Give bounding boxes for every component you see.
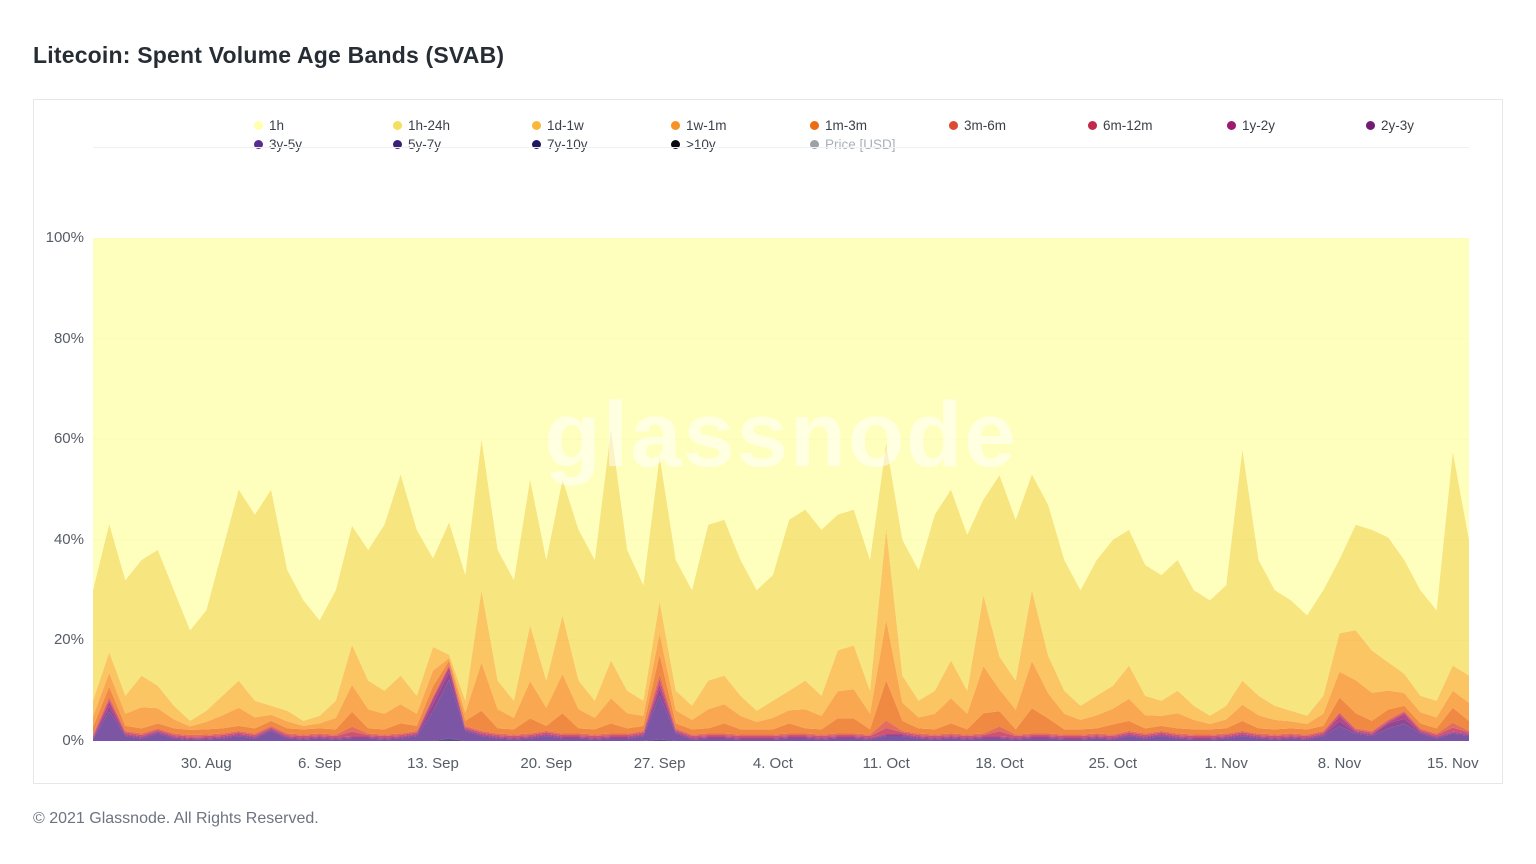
y-axis-label-40: 40% <box>53 530 84 548</box>
x-axis-label-30-aug: 30. Aug <box>180 755 232 772</box>
area-band-1w-1m[interactable] <box>93 619 1469 730</box>
page: Litecoin: Spent Volume Age Bands (SVAB) … <box>33 42 1503 827</box>
x-axis-label-27-sep: 27. Sep <box>633 755 686 772</box>
y-axis-label-80: 80% <box>53 329 84 347</box>
legend-label: 3m-6m <box>964 118 1007 133</box>
y-axis-label-20: 20% <box>53 631 84 649</box>
legend-item-5y-7y[interactable]: 5y-7y <box>393 135 532 154</box>
legend-dot-7y-10y <box>532 140 541 149</box>
legend-item-1h[interactable]: 1h <box>254 116 393 135</box>
x-axis-label-15-nov: 15. Nov <box>1426 755 1479 772</box>
legend-dot-3y-5y <box>254 140 263 149</box>
legend-item-price-usd[interactable]: Price [USD] <box>810 135 949 154</box>
legend-item-1w-1m[interactable]: 1w-1m <box>671 116 810 135</box>
legend-label: 1h <box>269 118 285 133</box>
area-band-1h-24h[interactable] <box>93 429 1469 721</box>
legend-divider-line <box>93 147 1469 148</box>
legend-dot-1w-1m <box>671 121 680 130</box>
legend-dot-6m-12m <box>1088 121 1097 130</box>
legend-item-6m-12m[interactable]: 6m-12m <box>1088 116 1227 135</box>
legend-item-3m-6m[interactable]: 3m-6m <box>949 116 1088 135</box>
x-axis-label-13-sep: 13. Sep <box>407 755 459 772</box>
legend-label: 1d-1w <box>547 118 584 133</box>
y-axis-label-0: 0% <box>62 732 84 749</box>
legend-label: 1w-1m <box>686 118 727 133</box>
legend-dot-price-usd <box>810 140 819 149</box>
y-axis-label-100: 100% <box>45 229 84 246</box>
legend-dot-3m-6m <box>949 121 958 130</box>
y-axis-label-60: 60% <box>53 430 84 448</box>
copyright-text: © 2021 Glassnode. All Rights Reserved. <box>33 810 319 827</box>
area-band-1h[interactable] <box>93 238 1469 631</box>
legend-dot-10y <box>671 140 680 149</box>
legend-item-1d-1w[interactable]: 1d-1w <box>532 116 671 135</box>
svab-stacked-area-chart[interactable] <box>93 238 1469 741</box>
legend-dot-1h <box>254 121 263 130</box>
legend-item-2y-3y[interactable]: 2y-3y <box>1366 116 1505 135</box>
page-title: Litecoin: Spent Volume Age Bands (SVAB) <box>33 42 505 68</box>
legend-label: 7y-10y <box>547 137 588 152</box>
legend-dot-1d-1w <box>532 121 541 130</box>
legend-dot-5y-7y <box>393 140 402 149</box>
legend-dot-1m-3m <box>810 121 819 130</box>
legend-label: 1h-24h <box>408 118 451 133</box>
legend-item-1h-24h[interactable]: 1h-24h <box>393 116 532 135</box>
x-axis-label-1-nov: 1. Nov <box>1204 755 1248 772</box>
chart-legend: 1h 1h-24h 1d-1w 1w-1m 1m-3m 3m-6m 6m-12m 1y-2y 2… <box>254 116 1510 154</box>
legend-label: 5y-7y <box>408 137 442 152</box>
legend-item-1y-2y[interactable]: 1y-2y <box>1227 116 1366 135</box>
x-axis-label-8-nov: 8. Nov <box>1317 755 1362 772</box>
legend-dot-1h-24h <box>393 121 402 130</box>
legend-item-10y[interactable]: >10y <box>671 135 810 154</box>
x-axis-label-25-oct: 25. Oct <box>1088 755 1138 772</box>
legend-label: 6m-12m <box>1103 118 1153 133</box>
x-axis-label-11-oct: 11. Oct <box>862 755 910 772</box>
legend-label: 2y-3y <box>1381 118 1415 133</box>
legend-label: 1y-2y <box>1242 118 1276 133</box>
x-axis-label-18-oct: 18. Oct <box>975 755 1024 772</box>
x-axis-label-20-sep: 20. Sep <box>520 755 573 772</box>
legend-dot-1y-2y <box>1227 121 1236 130</box>
legend-label: >10y <box>686 137 716 152</box>
legend-label: 1m-3m <box>825 118 868 133</box>
legend-label: Price [USD] <box>825 137 896 152</box>
legend-item-7y-10y[interactable]: 7y-10y <box>532 135 671 154</box>
area-band-1d-1w[interactable] <box>93 528 1469 727</box>
x-axis-label-6-sep: 6. Sep <box>297 755 342 772</box>
chart-plot-area <box>93 238 1469 741</box>
chart-card: 1h 1h-24h 1d-1w 1w-1m 1m-3m 3m-6m 6m-12m 1y-2y 2… <box>33 99 1503 784</box>
legend-label: 3y-5y <box>269 137 303 152</box>
legend-dot-2y-3y <box>1366 121 1375 130</box>
legend-item-3y-5y[interactable]: 3y-5y <box>254 135 393 154</box>
legend-item-1m-3m[interactable]: 1m-3m <box>810 116 949 135</box>
area-band-3y-5y[interactable] <box>93 679 1469 741</box>
x-axis-label-4-oct: 4. Oct <box>752 755 793 772</box>
